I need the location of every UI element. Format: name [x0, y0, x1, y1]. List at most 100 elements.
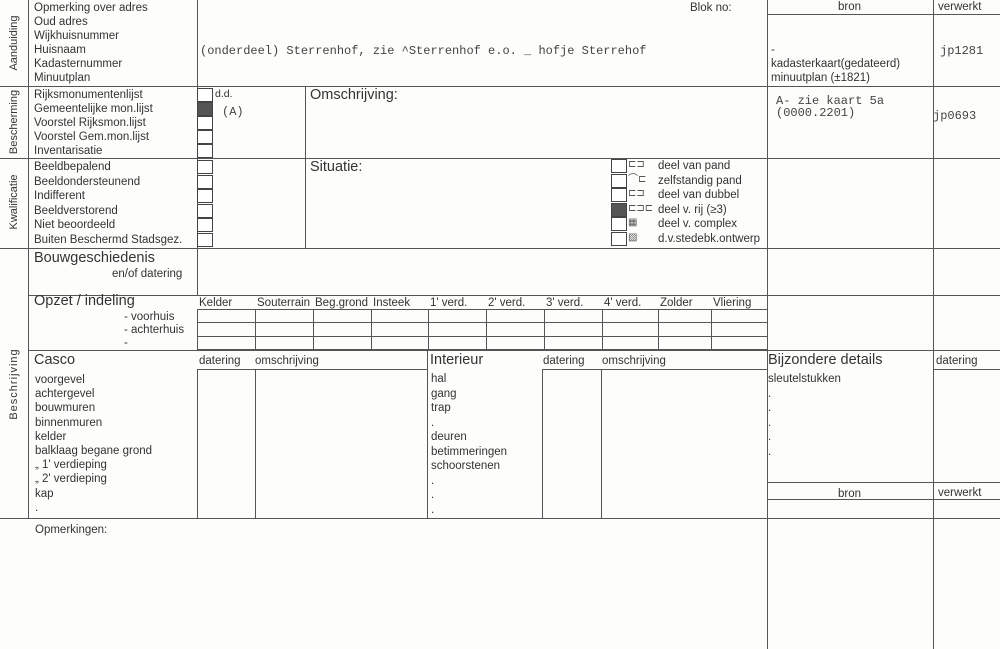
kwalificatie-checkbox[interactable]: [197, 174, 213, 189]
building-type-icon: ▦: [628, 217, 638, 228]
bouwgeschiedenis-label: Bouwgeschiedenis: [34, 250, 155, 266]
field-label: Huisnaam: [34, 44, 86, 56]
casco-item: achtergevel: [35, 388, 95, 401]
interieur-datering-header: datering: [543, 355, 585, 367]
bijzondere-item: .: [768, 387, 772, 400]
situatie-checkbox[interactable]: [611, 202, 627, 217]
bijzondere-item: .: [768, 431, 772, 443]
divider: [28, 295, 1000, 296]
situatie-checkbox[interactable]: [611, 188, 627, 202]
bescherming-checkbox[interactable]: [197, 88, 213, 102]
opmerkingen-label: Opmerkingen:: [35, 524, 108, 536]
bescherming-checkbox[interactable]: [197, 102, 213, 116]
bijzondere-item: .: [768, 416, 772, 429]
divider: [255, 309, 256, 349]
verwerkt-value: jp1281: [940, 44, 984, 58]
situatie-checkbox[interactable]: [611, 159, 627, 173]
interieur-item: .: [431, 489, 435, 501]
situatie-label: Situatie:: [310, 159, 363, 175]
bijzondere-item: .: [768, 445, 772, 458]
divider: [197, 309, 767, 310]
opzet-row-label: - achterhuis: [124, 324, 185, 336]
divider: [197, 336, 767, 337]
bouwgeschiedenis-sub: en/of datering: [112, 268, 183, 280]
situatie-label: zelfstandig pand: [658, 174, 742, 187]
casco-omschrijving-header: omschrijving: [255, 355, 319, 367]
divider: [767, 499, 1000, 500]
kwalificatie-checkbox[interactable]: [197, 189, 213, 203]
opzet-column-header: 3' verd.: [546, 297, 584, 309]
divider: [197, 369, 427, 370]
bescherming-checkbox[interactable]: [197, 144, 213, 158]
divider: [933, 369, 1000, 370]
divider: [933, 0, 934, 649]
interieur-item: deuren: [431, 431, 467, 443]
divider: [0, 86, 1000, 87]
interieur-item: betimmeringen: [431, 445, 508, 458]
kwalificatie-label: Beeldverstorend: [34, 204, 118, 217]
divider: [197, 309, 198, 349]
situatie-checkbox[interactable]: [611, 231, 627, 246]
divider: [0, 158, 1000, 159]
interieur-item: .: [431, 474, 435, 487]
kwalificatie-checkbox[interactable]: [197, 203, 213, 218]
bijzondere-details-label: Bijzondere details: [768, 352, 883, 368]
opzet-column-header: 4' verd.: [604, 297, 642, 309]
kwalificatie-checkbox[interactable]: [197, 232, 213, 247]
bescherming-checkbox[interactable]: [197, 116, 213, 130]
divider: [767, 309, 768, 349]
opzet-row-label: -: [124, 337, 128, 349]
opzet-column-header: Insteek: [373, 297, 411, 309]
divider: [0, 248, 1000, 249]
opzet-column-header: Vliering: [713, 297, 752, 309]
divider: [28, 0, 29, 518]
divider: [542, 369, 767, 370]
kwalificatie-label: Niet beoordeeld: [34, 219, 116, 231]
interieur-item: trap: [431, 402, 451, 414]
casco-item: binnenmuren: [35, 416, 103, 429]
bron-line: (0000.2201): [776, 106, 856, 120]
casco-item: balklaag begane grond: [35, 445, 153, 457]
divider: [305, 86, 306, 248]
situatie-checkbox[interactable]: [611, 217, 627, 231]
interieur-item: schoorstenen: [431, 460, 501, 472]
divider: [28, 350, 1000, 351]
bescherming-checkbox[interactable]: [197, 130, 213, 144]
section-label-kwalificatie: Kwalificatie: [8, 174, 20, 230]
opzet-label: Opzet / indeling: [34, 293, 135, 309]
opzet-column-header: Souterrain: [257, 297, 311, 309]
situatie-checkbox[interactable]: [611, 173, 627, 188]
section-label-bescherming: Bescherming: [8, 89, 20, 155]
interieur-label: Interieur: [430, 352, 484, 368]
bescherming-label: Voorstel Rijksmon.lijst: [34, 117, 146, 129]
divider: [767, 14, 1000, 15]
situatie-label: deel van pand: [658, 160, 731, 172]
interieur-item: .: [431, 416, 435, 429]
bescherming-label: Inventarisatie: [34, 145, 103, 157]
divider: [197, 322, 767, 323]
divider: [427, 350, 428, 518]
casco-item: „ 2' verdieping: [35, 473, 107, 486]
kwalificatie-checkbox[interactable]: [197, 160, 213, 174]
bron-header: bron: [838, 488, 862, 500]
field-label: Kadasternummer: [34, 58, 123, 70]
kwalificatie-checkbox[interactable]: [197, 218, 213, 232]
bijzondere-item: sleutelstukken: [768, 373, 841, 385]
bijzondere-datering-header: datering: [936, 355, 978, 367]
field-label: Minuutplan: [34, 72, 91, 84]
kwalificatie-label: Buiten Beschermd Stadsgez.: [34, 233, 183, 246]
divider: [602, 309, 603, 349]
divider: [767, 482, 1000, 483]
section-label-beschrijving: Beschrijving: [8, 348, 20, 420]
casco-item: voorgevel: [35, 374, 85, 386]
bescherming-label: Rijksmonumentenlijst: [34, 89, 143, 101]
situatie-label: deel v. complex: [658, 218, 738, 230]
casco-item: .: [35, 501, 39, 514]
opzet-column-header: Zolder: [660, 297, 693, 309]
casco-datering-header: datering: [199, 355, 241, 367]
dd-value: (A): [222, 105, 244, 119]
bron-header: bron: [838, 1, 862, 13]
verwerkt-header: verwerkt: [938, 487, 982, 499]
divider: [544, 309, 545, 349]
